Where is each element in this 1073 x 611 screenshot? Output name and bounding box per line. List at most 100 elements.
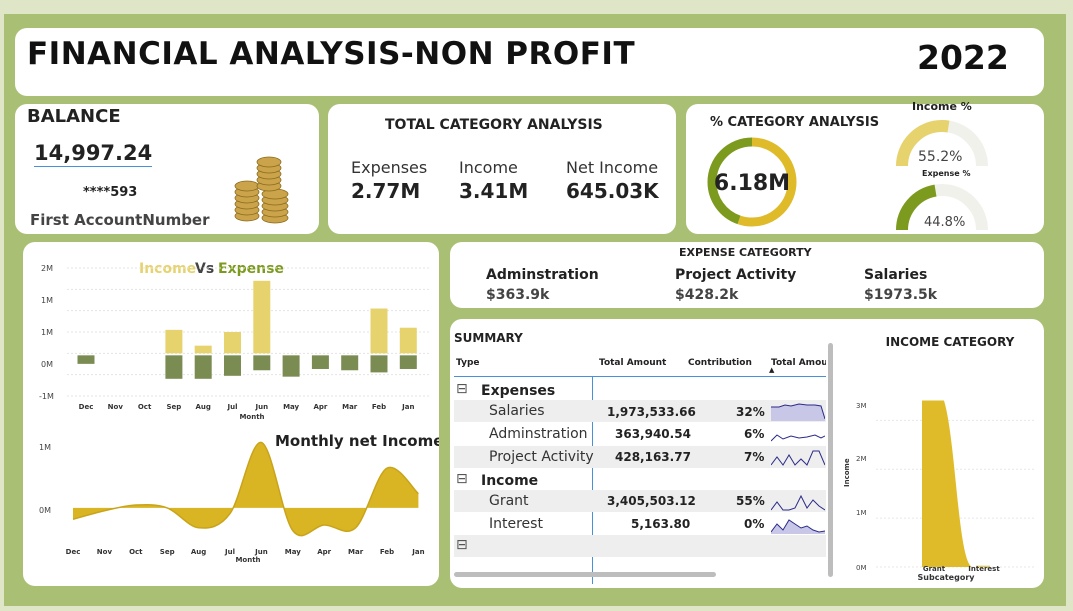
income-label: Income (459, 158, 518, 177)
ie-xtick: Feb (372, 403, 386, 411)
account-number: ****593 (83, 185, 138, 200)
income-bar[interactable] (165, 329, 183, 354)
ic-ytick: 3M (856, 402, 867, 410)
expense-bar[interactable] (253, 355, 271, 371)
ie-ytick: 2M (41, 264, 53, 273)
expense-bar[interactable] (165, 355, 183, 379)
balance-amount: 14,997.24 (34, 141, 153, 167)
col-contribution[interactable]: Contribution (688, 358, 752, 368)
group-income[interactable]: Income (481, 473, 539, 489)
expense-bar[interactable] (282, 355, 300, 377)
expense-bar[interactable] (224, 355, 241, 376)
expense-bar[interactable] (77, 355, 95, 364)
column-divider (592, 377, 593, 584)
project-activity-label: Project Activity (675, 267, 797, 283)
row-contribution: 55% (736, 494, 765, 508)
ie-xtick: Apr (313, 403, 327, 411)
sparkline (771, 494, 825, 511)
col-total-amount[interactable]: Total Amount (599, 358, 667, 368)
income-category-chart: INCOME CATEGORY 3M 2M 1M 0M Income Subca… (843, 335, 1036, 582)
pct-category-title: % CATEGORY ANALYSIS (710, 115, 880, 130)
ie-ytick: -1M (39, 392, 54, 401)
ie-ytick: 1M (41, 328, 53, 337)
expense-bar[interactable] (399, 355, 417, 369)
vertical-scrollbar[interactable] (828, 343, 833, 577)
row-amount: 5,163.80 (631, 517, 691, 531)
net-xtick: Jan (411, 548, 424, 556)
ie-xtick: Oct (138, 403, 152, 411)
coins-icon (234, 156, 289, 224)
ic-ylabel: Income (843, 458, 851, 487)
header-card: FINANCIAL ANALYSIS-NON PROFIT 2022 (15, 28, 1044, 96)
row-amount: 428,163.77 (615, 450, 691, 464)
net-xtick: Dec (66, 548, 81, 556)
chart-title-income: Income (139, 261, 196, 277)
horizontal-scrollbar[interactable] (454, 572, 716, 577)
net-xtick: Jun (254, 548, 268, 556)
income-bar[interactable] (253, 280, 271, 354)
income-bar[interactable] (370, 308, 388, 354)
expense-pct-label: Expense % (922, 169, 971, 178)
expense-bar[interactable] (194, 355, 212, 379)
row-name: Salaries (489, 403, 545, 419)
ic-ytick: 1M (856, 509, 867, 517)
table-row[interactable] (454, 400, 826, 422)
sparkline (771, 434, 825, 442)
row-contribution: 0% (744, 517, 765, 531)
net-xtick: Oct (129, 548, 143, 556)
expense-bar[interactable] (311, 355, 329, 369)
col-type[interactable]: Type (456, 358, 480, 368)
chart-title-expense: Expense (218, 261, 284, 277)
grant-bar[interactable] (922, 400, 972, 567)
table-row[interactable] (454, 490, 826, 512)
col-total-trend[interactable]: Total Amou (771, 358, 826, 368)
net-xtick: May (285, 548, 301, 556)
row-amount: 1,973,533.66 (607, 405, 696, 419)
empty-toggle-icon[interactable]: ⊟ (456, 537, 468, 553)
group-expenses[interactable]: Expenses (481, 383, 556, 399)
salaries-label: Salaries (864, 267, 928, 283)
summary-title: SUMMARY (454, 331, 523, 345)
expense-category-title: EXPENSE CATEGORTY (679, 246, 812, 259)
ic-xtick: Interest (968, 565, 1000, 573)
net-ytick: 1M (39, 443, 51, 452)
row-contribution: 32% (736, 405, 765, 419)
ie-xtick: Jun (255, 403, 269, 411)
account-label: First AccountNumber (30, 211, 210, 229)
expense-bar[interactable] (341, 355, 359, 371)
expense-bar[interactable] (370, 355, 388, 373)
summary-card: SUMMARY Type Total Amount Contribution T… (450, 319, 1044, 588)
row-name: Grant (489, 493, 529, 509)
balance-label: BALANCE (27, 106, 121, 127)
table-row[interactable] (454, 446, 826, 468)
expenses-label: Expenses (351, 158, 428, 177)
row-name: Project Activity (489, 449, 594, 465)
ie-xlabel: Month (239, 413, 264, 421)
row-amount: 363,940.54 (615, 427, 691, 441)
page-title: FINANCIAL ANALYSIS-NON PROFIT (27, 36, 636, 72)
income-bar[interactable] (224, 332, 241, 354)
net-xtick: Feb (380, 548, 394, 556)
row-amount: 3,405,503.12 (607, 494, 696, 508)
sort-arrow-icon[interactable]: ▲ (769, 366, 775, 374)
income-toggle-icon[interactable]: ⊟ (456, 471, 468, 487)
row-contribution: 6% (744, 427, 765, 441)
net-income-area[interactable] (73, 442, 419, 536)
interest-bar[interactable] (976, 565, 990, 567)
project-activity-value: $428.2k (675, 287, 739, 303)
income-vs-expense-chart: Income Vs Expense 2M 1M 1M 0M -1M Month … (39, 261, 439, 564)
income-bar[interactable] (399, 327, 417, 354)
income-bar[interactable] (194, 345, 212, 354)
ie-xtick: Sep (166, 403, 181, 411)
adminstration-label: Adminstration (486, 267, 599, 283)
table-row[interactable] (454, 535, 826, 557)
expenses-toggle-icon[interactable]: ⊟ (456, 381, 468, 397)
charts-card: Income Vs Expense 2M 1M 1M 0M -1M Month … (23, 242, 439, 586)
ie-xtick: Jan (401, 403, 414, 411)
total-donut: 6.18M (707, 137, 797, 227)
expense-category-card: EXPENSE CATEGORTY Adminstration $363.9k … (450, 242, 1044, 308)
net-income-line (72, 441, 419, 537)
net-xtick: Aug (191, 548, 206, 556)
total-category-card: TOTAL CATEGORY ANALYSIS Expenses 2.77M I… (328, 104, 676, 234)
row-name: Adminstration (489, 426, 588, 442)
